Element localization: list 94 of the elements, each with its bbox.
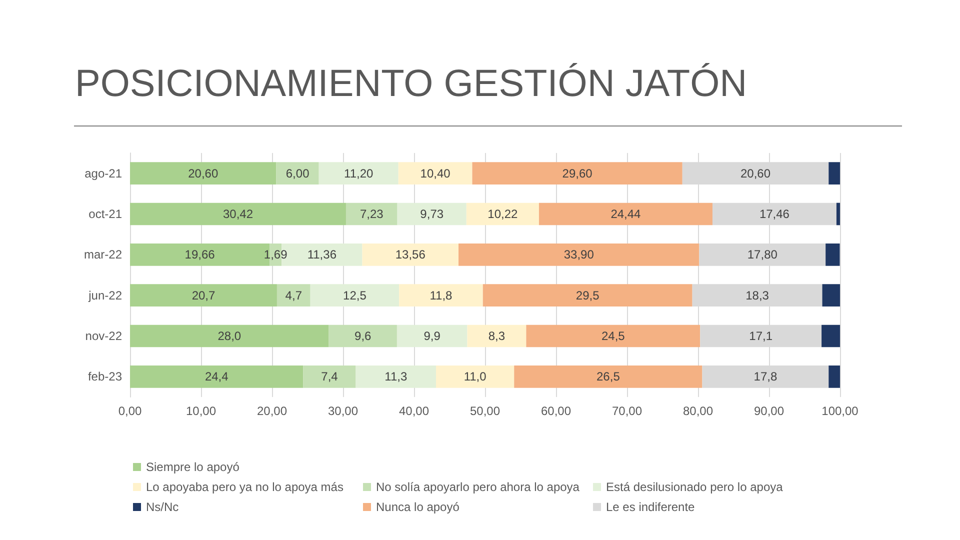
x-tick-label: 80,00 [682, 404, 714, 418]
data-label: 17,8 [754, 370, 778, 384]
data-label: 11,20 [344, 166, 374, 180]
chart-title: POSICIONAMIENTO GESTIÓN JATÓN [75, 63, 748, 105]
data-label: 18,3 [746, 288, 770, 302]
data-label: 20,60 [188, 166, 218, 180]
bar [303, 365, 356, 388]
bar [482, 284, 692, 307]
bar [276, 162, 319, 185]
x-tick-label: 90,00 [754, 404, 784, 418]
data-label: 13,56 [395, 248, 426, 262]
x-tick-label: 40,00 [398, 404, 430, 418]
data-label: 17,46 [759, 207, 790, 221]
bar [436, 365, 514, 388]
bar [538, 202, 712, 226]
bar [526, 324, 700, 348]
data-label: 11,0 [464, 370, 487, 384]
bar [466, 202, 539, 226]
data-label: 20,7 [192, 288, 216, 302]
data-label: 29,60 [562, 166, 593, 180]
bar [130, 324, 329, 348]
bar [397, 202, 466, 226]
data-label: 24,44 [610, 207, 642, 221]
bar [310, 284, 400, 307]
legend-label: Le es indiferente [606, 500, 696, 514]
data-label: 1,69 [264, 248, 288, 262]
bar [396, 324, 468, 348]
x-tick-label: 60,00 [540, 404, 572, 418]
bar [398, 162, 472, 185]
x-tick-label: 50,00 [470, 404, 500, 418]
legend-label: Ns/Nc [146, 500, 179, 514]
legend-label: Está desilusionado pero lo apoya [606, 480, 784, 494]
data-label: 28,0 [218, 329, 242, 343]
data-label: 9,73 [420, 207, 444, 221]
bar [362, 243, 459, 266]
y-tick-label: oct-21 [88, 207, 122, 221]
data-label: 9,6 [354, 329, 372, 343]
data-label: 12,5 [343, 288, 367, 302]
bar [458, 243, 700, 266]
bar [130, 284, 277, 307]
bar [130, 202, 346, 226]
data-label: 11,3 [384, 370, 408, 384]
data-label: 17,80 [747, 248, 778, 262]
bar [318, 162, 398, 185]
bar [836, 202, 840, 226]
bar [346, 202, 398, 226]
bar [467, 324, 526, 348]
y-tick-label: nov-22 [85, 329, 122, 343]
bar [826, 243, 840, 266]
data-label: 17,1 [749, 329, 773, 343]
data-label: 30,42 [222, 207, 254, 221]
legend-label: Siempre lo apoyó [146, 460, 240, 474]
bar [328, 324, 397, 348]
data-label: 11,8 [430, 288, 453, 302]
y-tick-label: jun-22 [88, 288, 122, 302]
bar [399, 284, 483, 307]
y-tick-label: mar-22 [84, 248, 122, 262]
x-tick-label: 10,00 [186, 404, 216, 418]
data-label: 8,3 [488, 329, 506, 343]
data-label: 4,7 [285, 288, 302, 302]
data-label: 10,40 [420, 166, 451, 180]
bar [514, 365, 702, 388]
y-tick-label: ago-21 [84, 166, 122, 180]
bar [472, 162, 682, 185]
data-label: 7,23 [360, 207, 384, 221]
legend-label: No solía apoyarlo pero ahora lo apoya [376, 480, 580, 494]
data-label: 26,5 [596, 370, 620, 384]
data-label: 33,90 [564, 248, 594, 262]
x-tick-label: 30,00 [328, 404, 358, 418]
x-tick-label: 0,00 [118, 404, 142, 418]
bar [130, 162, 276, 185]
data-label: 19,66 [184, 248, 216, 262]
bar [130, 365, 304, 388]
x-tick-label: 70,00 [612, 404, 642, 418]
data-label: 29,5 [576, 288, 600, 302]
data-label: 10,22 [488, 207, 518, 221]
data-label: 20,60 [740, 166, 771, 180]
x-tick-label: 20,00 [256, 404, 288, 418]
y-tick-label: feb-23 [88, 370, 122, 384]
bar [276, 284, 310, 307]
data-label: 6,00 [286, 166, 310, 180]
bar [822, 324, 840, 348]
bar [822, 284, 840, 307]
data-label: 7,4 [321, 370, 338, 384]
data-label: 24,4 [204, 370, 229, 384]
bar [356, 365, 436, 388]
bar [828, 162, 840, 185]
data-label: 11,36 [307, 248, 337, 262]
legend-label: Lo apoyaba pero ya no lo apoya más [146, 480, 344, 494]
x-tick-label: 100,00 [822, 404, 859, 418]
data-label: 24,5 [601, 329, 626, 343]
bar [828, 365, 840, 388]
legend-label: Nunca lo apoyó [376, 500, 460, 514]
data-label: 9,9 [424, 329, 441, 343]
